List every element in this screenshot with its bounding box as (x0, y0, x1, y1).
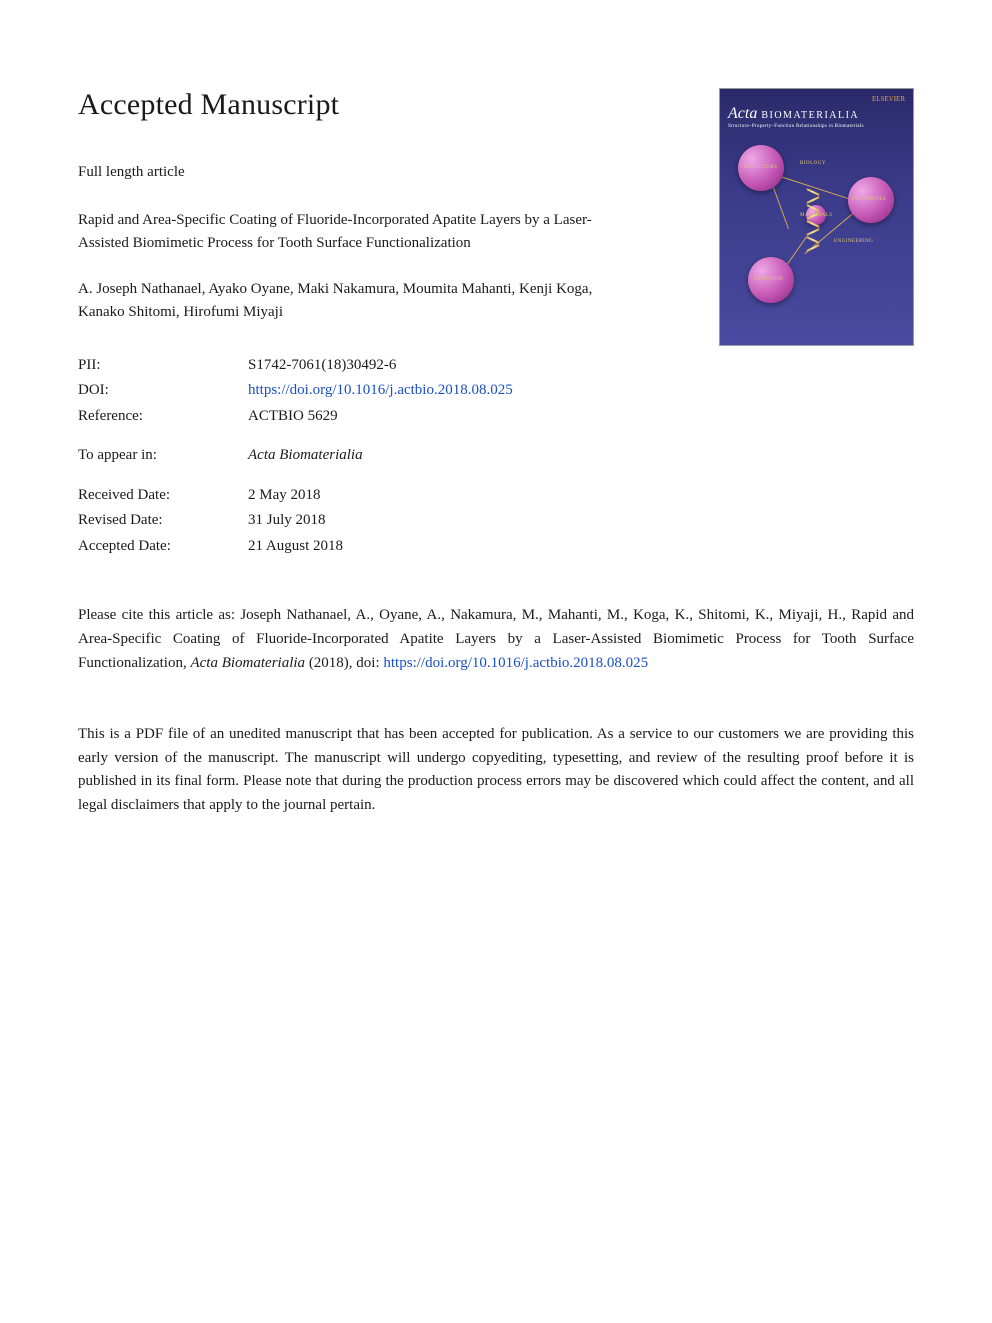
meta-row-pii: PII: S1742-7061(18)30492-6 (78, 353, 914, 379)
page-heading: Accepted Manuscript (78, 88, 339, 122)
citation-year: (2018), doi: (305, 655, 383, 671)
cover-tagline: Structure–Property–Function Relationship… (728, 124, 905, 129)
cover-publisher: ELSEVIER (728, 95, 905, 103)
meta-value-accepted: 21 August 2018 (248, 534, 343, 560)
meta-label: Received Date: (78, 483, 248, 509)
meta-label: Reference: (78, 404, 248, 430)
meta-value-received: 2 May 2018 (248, 483, 321, 509)
metadata-table: PII: S1742-7061(18)30492-6 DOI: https://… (78, 353, 914, 560)
sphere-label-engineering: ENGINEERING (834, 239, 873, 244)
meta-value-pii: S1742-7061(18)30492-6 (248, 353, 396, 379)
meta-row-reference: Reference: ACTBIO 5629 (78, 404, 914, 430)
article-title: Rapid and Area-Specific Coating of Fluor… (78, 209, 638, 254)
meta-row-accepted: Accepted Date: 21 August 2018 (78, 534, 914, 560)
meta-label: Revised Date: (78, 508, 248, 534)
meta-label: DOI: (78, 378, 248, 404)
journal-cover-thumbnail: ELSEVIER Acta BIOMATERIALIA Structure–Pr… (719, 88, 914, 346)
meta-label: Accepted Date: (78, 534, 248, 560)
sphere-label-function: FUNCTION (754, 277, 783, 282)
disclaimer-text: This is a PDF file of an unedited manusc… (78, 723, 914, 818)
citation-block: Please cite this article as: Joseph Nath… (78, 603, 914, 675)
cover-diagram: STRUCTURE PROPERTIES MATERIALS BIOLOGY E… (728, 137, 905, 307)
citation-journal: Acta Biomaterialia (190, 655, 305, 671)
meta-value-reference: ACTBIO 5629 (248, 404, 338, 430)
meta-row-received: Received Date: 2 May 2018 (78, 483, 914, 509)
cover-title-sub-text: BIOMATERIALIA (761, 110, 859, 121)
authors-list: A. Joseph Nathanael, Ayako Oyane, Maki N… (78, 278, 638, 325)
cover-title: Acta BIOMATERIALIA Structure–Property–Fu… (728, 105, 905, 129)
meta-row-appear: To appear in: Acta Biomaterialia (78, 443, 914, 469)
cover-title-main: Acta (728, 105, 757, 122)
sphere-label-properties: PROPERTIES (852, 197, 886, 202)
dna-helix-icon (806, 191, 820, 253)
meta-value-doi-link[interactable]: https://doi.org/10.1016/j.actbio.2018.08… (248, 378, 513, 404)
sphere-label-structure: STRUCTURE (744, 165, 778, 170)
meta-row-revised: Revised Date: 31 July 2018 (78, 508, 914, 534)
meta-value-journal: Acta Biomaterialia (248, 443, 363, 469)
meta-label: To appear in: (78, 443, 248, 469)
meta-value-revised: 31 July 2018 (248, 508, 326, 534)
sphere-label-biology: BIOLOGY (800, 161, 826, 166)
citation-doi-link[interactable]: https://doi.org/10.1016/j.actbio.2018.08… (383, 655, 648, 671)
meta-label: PII: (78, 353, 248, 379)
meta-row-doi: DOI: https://doi.org/10.1016/j.actbio.20… (78, 378, 914, 404)
